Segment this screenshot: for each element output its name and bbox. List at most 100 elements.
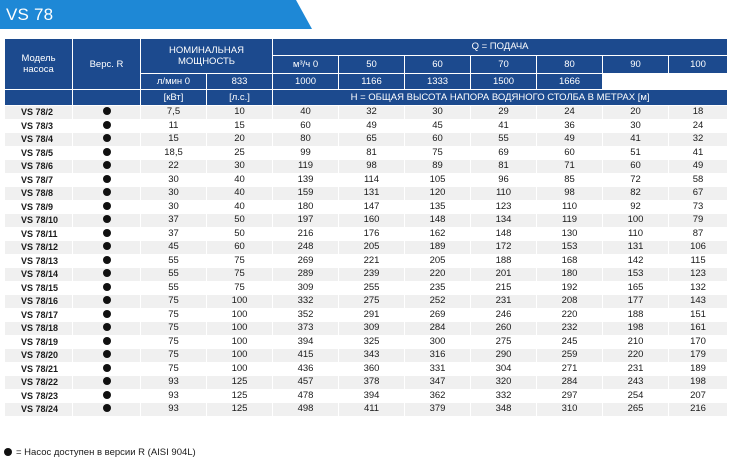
head-cell: 153 [602, 267, 670, 282]
power-header: НОМИНАЛЬНАЯ МОЩНОСТЬ [139, 38, 274, 74]
version-r-cell [72, 348, 141, 363]
version-r-cell [72, 253, 141, 268]
head-cell: 119 [536, 213, 604, 228]
head-cell: 159 [272, 186, 340, 201]
flow-m3h-value: 90 [602, 55, 670, 74]
power-hp-cell: 15 [205, 118, 274, 133]
head-cell: 110 [602, 226, 670, 241]
bullet-dot-icon [102, 309, 111, 318]
head-cell: 131 [338, 186, 406, 201]
head-cell: 142 [602, 253, 670, 268]
head-cell: 148 [404, 213, 472, 228]
head-cell: 132 [668, 280, 729, 295]
head-cell: 415 [272, 348, 340, 363]
model-cell: VS 78/5 [4, 145, 73, 160]
table-row: VS 78/13 55 75 269 221 205 188 168 142 115 [4, 253, 729, 268]
power-hp-cell: 50 [205, 213, 274, 228]
power-kw-cell: 30 [140, 186, 207, 201]
head-cell: 81 [338, 145, 406, 160]
head-cell: 352 [272, 307, 340, 322]
power-kw-cell: 7,5 [140, 105, 207, 120]
power-kw-cell: 18,5 [140, 145, 207, 160]
power-kw-cell: 37 [140, 213, 207, 228]
head-cell: 49 [536, 132, 604, 147]
power-hp-cell: 100 [205, 361, 274, 376]
model-cell: VS 78/20 [4, 348, 73, 363]
head-cell: 87 [668, 226, 729, 241]
head-cell: 255 [338, 280, 406, 295]
version-r-cell [72, 105, 141, 120]
power-hp-cell: 40 [205, 186, 274, 201]
head-cell: 373 [272, 321, 340, 336]
head-cell: 55 [470, 132, 538, 147]
head-cell: 220 [404, 267, 472, 282]
bullet-dot-icon [102, 336, 111, 345]
head-cell: 291 [338, 307, 406, 322]
head-cell: 41 [470, 118, 538, 133]
bullet-dot-icon [102, 174, 111, 183]
head-cell: 498 [272, 402, 340, 417]
version-r-cell [72, 240, 141, 255]
head-cell: 82 [602, 186, 670, 201]
power-hp-cell: 60 [205, 240, 274, 255]
head-cell: 252 [404, 294, 472, 309]
version-r-cell [72, 321, 141, 336]
version-r-cell [72, 226, 141, 241]
head-cell: 32 [338, 105, 406, 120]
head-cell: 254 [602, 388, 670, 403]
head-cell: 135 [404, 199, 472, 214]
head-cell: 131 [602, 240, 670, 255]
bullet-dot-icon [102, 390, 111, 399]
power-kw-cell: 93 [140, 402, 207, 417]
power-hp-cell: 75 [205, 280, 274, 295]
head-cell: 73 [668, 199, 729, 214]
version-r-cell [72, 199, 141, 214]
power-kw-cell: 75 [140, 294, 207, 309]
table-row: VS 78/16 75 100 332 275 252 231 208 177 143 [4, 294, 729, 309]
power-hp-cell: 40 [205, 172, 274, 187]
table-row: VS 78/18 75 100 373 309 284 260 232 198 161 [4, 321, 729, 336]
head-cell: 49 [668, 159, 729, 174]
model-cell: VS 78/3 [4, 118, 73, 133]
bullet-dot-icon [102, 215, 111, 224]
power-hp-cell: 100 [205, 321, 274, 336]
head-cell: 139 [272, 172, 340, 187]
head-cell: 284 [536, 375, 604, 390]
power-kw-cell: 30 [140, 199, 207, 214]
flow-m3h-label: м³/ч 0 [272, 55, 340, 74]
head-cell: 51 [602, 145, 670, 160]
head-cell: 269 [272, 253, 340, 268]
power-hp-cell: 100 [205, 348, 274, 363]
head-cell: 284 [404, 321, 472, 336]
flow-m3h-value: 60 [404, 55, 472, 74]
flow-lmin-value: 1166 [338, 73, 406, 90]
power-kw-cell: 15 [140, 132, 207, 147]
head-cell: 221 [338, 253, 406, 268]
head-cell: 65 [338, 132, 406, 147]
flow-lmin-value: 1666 [536, 73, 604, 90]
table-row: VS 78/24 93 125 498 411 379 348 310 265 216 [4, 402, 729, 417]
head-cell: 180 [536, 267, 604, 282]
bullet-dot-icon [102, 120, 111, 129]
head-cell: 231 [470, 294, 538, 309]
empty-header [72, 89, 141, 106]
version-r-cell [72, 361, 141, 376]
bullet-dot-icon [4, 447, 12, 456]
flow-lmin-value: 1500 [470, 73, 538, 90]
head-cell: 72 [602, 172, 670, 187]
table-row: VS 78/22 93 125 457 378 347 320 284 243 198 [4, 375, 729, 390]
power-hp-cell: 100 [205, 294, 274, 309]
model-cell: VS 78/19 [4, 334, 73, 349]
version-r-cell [72, 118, 141, 133]
head-cell: 45 [404, 118, 472, 133]
version-r-cell [72, 132, 141, 147]
version-r-cell [72, 307, 141, 322]
table-row: VS 78/4 15 20 80 65 60 55 49 41 32 [4, 132, 729, 147]
model-cell: VS 78/17 [4, 307, 73, 322]
bullet-dot-icon [102, 255, 111, 264]
head-cell: 60 [536, 145, 604, 160]
head-cell: 325 [338, 334, 406, 349]
version-r-cell [72, 388, 141, 403]
bullet-dot-icon [102, 228, 111, 237]
version-r-cell [72, 267, 141, 282]
